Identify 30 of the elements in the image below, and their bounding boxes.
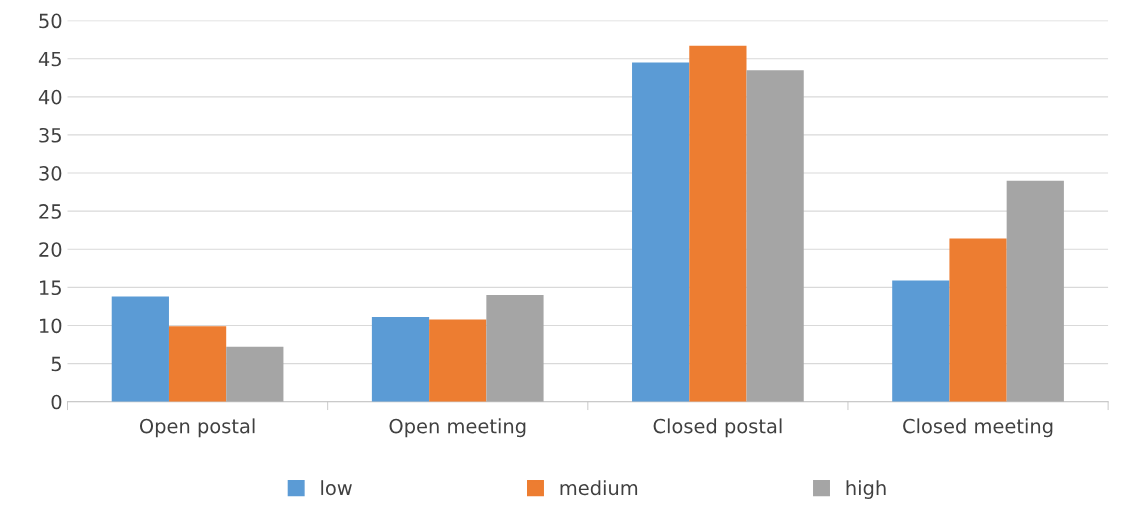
- bar: [429, 319, 487, 402]
- y-tick-label: 15: [40, 280, 61, 296]
- x-tick-label: Closed meeting: [903, 418, 1053, 438]
- bar: [226, 346, 284, 402]
- x-tick-label: Open postal: [139, 418, 255, 438]
- y-tick-label: 40: [38, 89, 62, 105]
- bar: [632, 62, 690, 402]
- x-tick-label: Closed postal: [653, 418, 782, 438]
- y-tick-label: 50: [39, 13, 62, 29]
- bar: [111, 296, 169, 402]
- y-tick-label: 25: [39, 204, 61, 219]
- y-tick-label: 5: [51, 356, 61, 372]
- legend-label: low: [321, 480, 352, 496]
- bar: [371, 317, 430, 402]
- bar: [892, 280, 950, 402]
- x-tick-label: Open meeting: [389, 418, 526, 438]
- bar: [949, 238, 1007, 402]
- y-tick-label: 35: [39, 127, 61, 143]
- y-tick-label: 30: [39, 166, 62, 181]
- bar: [486, 294, 544, 402]
- bar: [168, 326, 227, 402]
- legend-label: medium: [560, 480, 638, 496]
- y-tick-label: 45: [38, 51, 61, 67]
- y-tick-label: 20: [39, 242, 62, 257]
- y-tick-label: 10: [40, 318, 62, 334]
- bar: [1006, 180, 1064, 402]
- bar: [689, 45, 747, 402]
- y-tick-label: 0: [51, 394, 62, 410]
- bar: [746, 70, 804, 402]
- legend-label: high: [846, 480, 886, 499]
